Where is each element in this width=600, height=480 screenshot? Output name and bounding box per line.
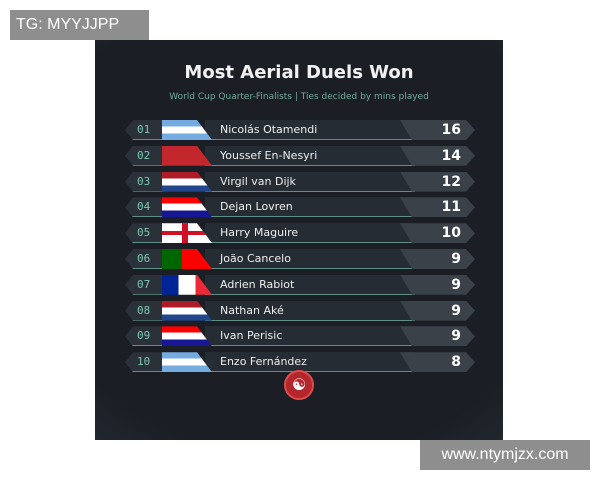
infographic-card: Most Aerial Duels Won World Cup Quarter-…	[95, 40, 503, 440]
flag-morocco-icon	[162, 145, 212, 166]
table-row: 04 Dejan Lovren 11	[125, 197, 475, 218]
duels-value: 8	[400, 352, 475, 373]
flag-england-icon	[162, 223, 212, 244]
player-name: Harry Maguire	[220, 226, 299, 240]
name-bar	[205, 197, 415, 218]
rank-label: 03	[125, 171, 165, 192]
table-row: 06 João Cancelo 9	[125, 249, 475, 269]
duels-value: 11	[400, 197, 475, 218]
name-bar	[205, 145, 415, 166]
duels-value: 9	[400, 300, 475, 321]
duels-value: 9	[400, 326, 475, 347]
table-row: 03 Virgil van Dijk 12	[125, 171, 475, 192]
duels-value: 9	[400, 274, 475, 295]
rank-label: 05	[125, 223, 165, 244]
flag-netherlands-icon	[162, 300, 212, 321]
duels-value: 12	[400, 171, 475, 192]
table-row: 02 Youssef En-Nesyri 14	[125, 145, 475, 166]
player-name: Dejan Lovren	[220, 200, 293, 214]
rank-label: 02	[125, 145, 165, 166]
rank-label: 06	[125, 249, 165, 269]
rank-label: 04	[125, 197, 165, 218]
subtitle: World Cup Quarter-Finalists | Ties decid…	[169, 92, 429, 102]
flag-france-icon	[162, 274, 212, 295]
brand-logo-icon: ☯	[284, 370, 314, 400]
watermark-bottom-right: www.ntymjzx.com	[420, 440, 590, 470]
name-bar	[205, 274, 415, 295]
table-row: 05 Harry Maguire 10	[125, 223, 475, 244]
table-row: 10 Enzo Fernández 8	[125, 352, 475, 373]
page-title: Most Aerial Duels Won	[184, 62, 414, 83]
player-name: Youssef En-Nesyri	[220, 148, 318, 162]
rank-label: 07	[125, 274, 165, 295]
name-bar	[205, 223, 415, 244]
name-bar	[205, 120, 415, 140]
watermark-top-left: TG: MYYJJPP	[10, 10, 149, 40]
table-row: 09 Ivan Perisic 9	[125, 326, 475, 347]
name-bar	[205, 300, 415, 321]
flag-netherlands-icon	[162, 171, 212, 192]
player-name: Nathan Aké	[220, 303, 284, 317]
player-name: Nicolás Otamendi	[220, 123, 318, 136]
duels-value: 10	[400, 223, 475, 244]
flag-argentina-icon	[162, 120, 212, 140]
table-row: 01 Nicolás Otamendi 16	[125, 120, 475, 140]
flag-argentina-icon	[162, 352, 212, 373]
duels-value: 9	[400, 249, 475, 269]
player-name: João Cancelo	[220, 252, 291, 265]
duels-value: 14	[400, 145, 475, 166]
rank-label: 09	[125, 326, 165, 347]
table-row: 08 Nathan Aké 9	[125, 300, 475, 321]
rank-label: 10	[125, 352, 165, 373]
flag-croatia-icon	[162, 326, 212, 347]
table-row: 07 Adrien Rabiot 9	[125, 274, 475, 295]
flag-portugal-icon	[162, 249, 212, 269]
player-name: Virgil van Dijk	[220, 174, 296, 188]
rank-label: 01	[125, 120, 165, 140]
flag-croatia-icon	[162, 197, 212, 218]
name-bar	[205, 352, 415, 373]
name-bar	[205, 171, 415, 192]
duels-value: 16	[400, 120, 475, 140]
name-bar	[205, 249, 415, 269]
player-name: Enzo Fernández	[220, 355, 307, 369]
player-name: Adrien Rabiot	[220, 277, 295, 291]
name-bar	[205, 326, 415, 347]
rank-label: 08	[125, 300, 165, 321]
player-name: Ivan Perisic	[220, 329, 283, 343]
